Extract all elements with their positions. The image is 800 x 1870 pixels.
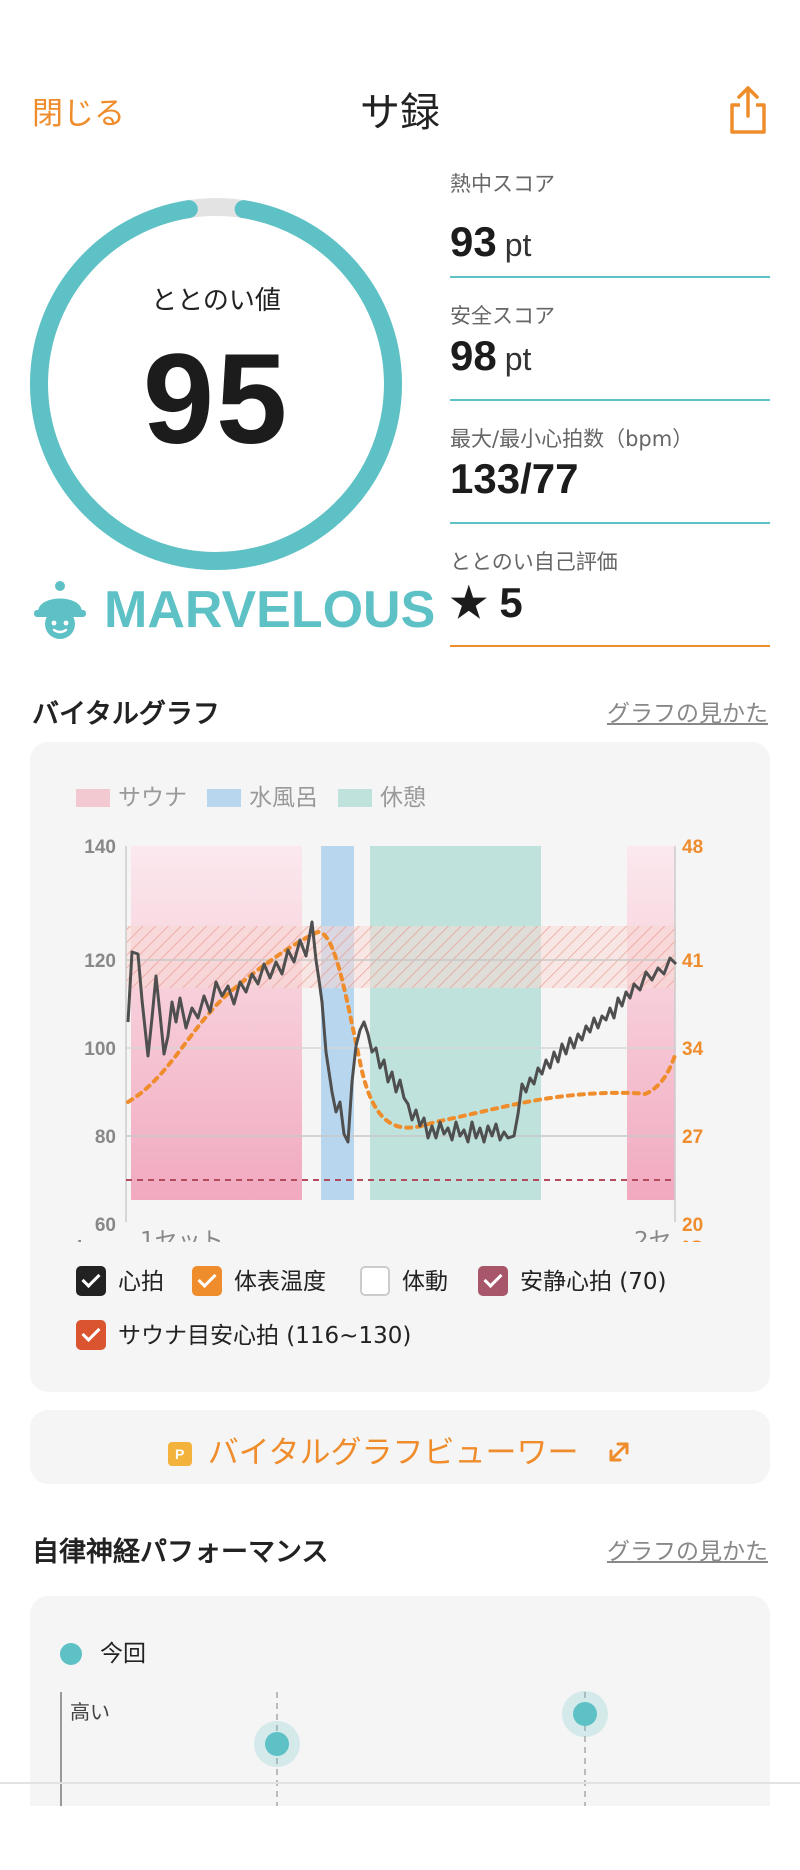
vital-card: サウナ 水風呂 休憩 [30, 742, 770, 1392]
metric-value: 133/77 [450, 455, 579, 502]
expand-icon [609, 1442, 629, 1462]
ans-point [573, 1702, 597, 1726]
vital-howto-link[interactable]: グラフの見かた [607, 701, 768, 727]
score-value: 95 [142, 328, 290, 471]
sauna-target-zone-hatch [126, 926, 676, 988]
right-tick-label: 41 [682, 951, 704, 972]
vital-graph-viewer-button[interactable]: P バイタルグラフビューワー [30, 1410, 770, 1484]
sauna-band [627, 846, 675, 1200]
viewer-button-label: バイタルグラフビューワー [207, 1435, 579, 1471]
toggle-body-temperature[interactable]: 体表温度 [192, 1262, 326, 1296]
left-tick-label: 100 [84, 1039, 116, 1060]
right-tick-label: 34 [682, 1039, 704, 1060]
legend-swatch [76, 789, 110, 807]
ans-card: 今回 高い [30, 1596, 770, 1806]
metric-self-rating: ととのい自己評価 ★ 5 [450, 524, 770, 647]
checkbox[interactable] [360, 1266, 390, 1296]
current-dot-icon [60, 1643, 82, 1665]
close-button[interactable]: 閉じる [32, 96, 125, 132]
checkbox[interactable] [76, 1320, 106, 1350]
share-icon[interactable] [726, 84, 770, 136]
left-tick-label: 120 [84, 951, 116, 972]
ans-point [265, 1732, 289, 1756]
heart-rate-line [126, 920, 678, 1144]
metric-value: 93 pt [450, 218, 532, 265]
sauna-hat-icon [34, 581, 86, 639]
ans-legend: 今回 [60, 1634, 146, 1668]
sauna-band [131, 846, 302, 1200]
rank-label: MARVELOUS [104, 581, 436, 639]
ans-y-axis [60, 1692, 62, 1806]
page-title: サ録 [360, 90, 440, 136]
ans-axis-high-label: 高い [70, 1700, 110, 1724]
toggle-resting-heart-rate[interactable]: 安静心拍 (70) [478, 1262, 667, 1296]
metric-unit: pt [504, 341, 532, 377]
ans-howto-link[interactable]: グラフの見かた [607, 1539, 768, 1565]
ans-graph [254, 1691, 608, 1806]
vital-graph: 140 120 100 80 60 bpm 48 41 34 27 20 °C … [77, 837, 704, 1242]
metric-label: 熱中スコア [450, 172, 555, 196]
toggle-sauna-target-heart-rate[interactable]: サウナ目安心拍 (116~130) [76, 1316, 411, 1350]
right-tick-label: 20 [682, 1215, 703, 1236]
metric-value: 98 pt [450, 332, 532, 379]
checkbox[interactable] [76, 1266, 106, 1296]
phase-legend: サウナ 水風呂 休憩 [76, 778, 426, 812]
metric-safety-score: 安全スコア 98 pt [450, 278, 770, 401]
right-tick-label: 48 [682, 837, 703, 858]
metric-heat-score: 熱中スコア 93 pt [450, 172, 770, 278]
checkbox[interactable] [192, 1266, 222, 1296]
metric-heart-rate: 最大/最小心拍数（bpm） 133/77 [450, 401, 770, 524]
right-axis-unit: °C [682, 1238, 704, 1242]
premium-badge: P [167, 1442, 192, 1466]
legend-swatch [207, 789, 241, 807]
left-tick-label: 80 [95, 1127, 116, 1148]
right-tick-label: 27 [682, 1127, 703, 1148]
legend-swatch [338, 789, 372, 807]
legend-cold-bath: 水風呂 [207, 778, 318, 812]
left-tick-label: 140 [84, 837, 116, 858]
metric-label: ととのい自己評価 [450, 550, 618, 574]
ans-section-title: 自律神経パフォーマンス [32, 1537, 329, 1568]
legend-rest: 休憩 [338, 778, 426, 812]
set-label: 2セ [634, 1228, 672, 1242]
metric-unit: pt [504, 227, 532, 263]
toggle-body-motion[interactable]: 体動 [360, 1262, 448, 1296]
checkbox[interactable] [478, 1266, 508, 1296]
metric-label: 最大/最小心拍数（bpm） [450, 427, 694, 451]
metric-label: 安全スコア [450, 304, 555, 328]
metric-value: ★ 5 [450, 579, 523, 626]
score-label: ととのい値 [151, 286, 281, 316]
viewer-button-content: P バイタルグラフビューワー [30, 1427, 770, 1472]
left-tick-label: 60 [95, 1215, 116, 1236]
legend-sauna: サウナ [76, 778, 187, 812]
set-label: 1セット [140, 1228, 224, 1242]
vital-section-title: バイタルグラフ [32, 699, 220, 730]
toggle-heart-rate[interactable]: 心拍 [76, 1262, 164, 1296]
header: 閉じる サ録 [0, 70, 800, 150]
cold-bath-band [321, 846, 354, 1200]
bottom-divider [0, 1782, 800, 1784]
metrics-panel: 熱中スコア 93 pt 安全スコア 98 pt 最大/最小心拍数（bpm） 133/… [450, 172, 770, 647]
rest-band [370, 846, 541, 1200]
body-temperature-line [126, 929, 678, 1130]
score-ring [30, 198, 402, 570]
left-axis-unit: bpm [77, 1238, 117, 1242]
